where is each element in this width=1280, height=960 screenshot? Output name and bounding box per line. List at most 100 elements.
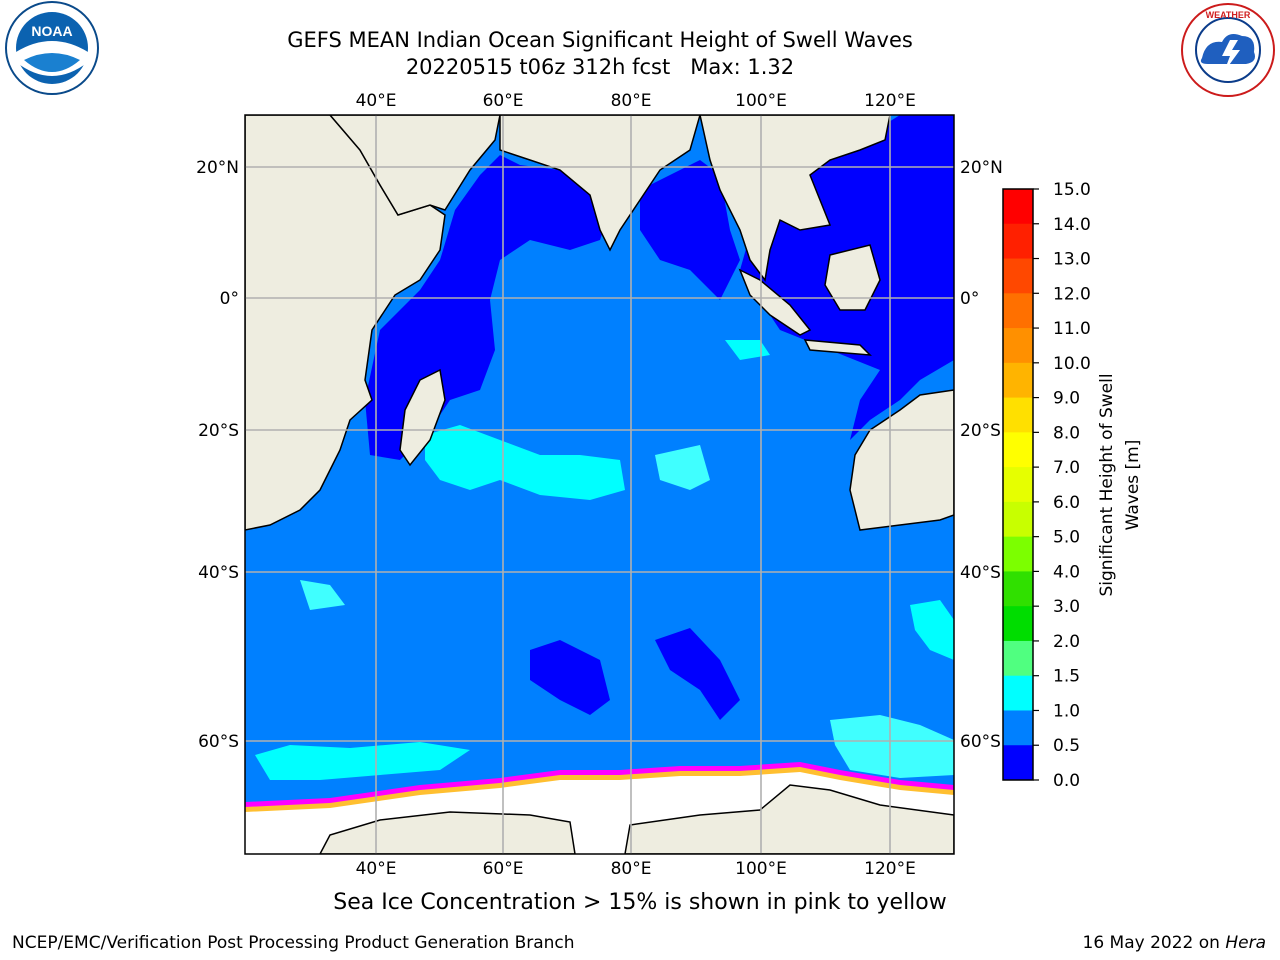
cyan-patch-mid [655,445,710,490]
southeast-asia [699,115,891,282]
colorbar-segment [1003,258,1033,294]
colorbar-tick-label: 12.0 [1053,284,1091,304]
lon-label-top: 120°E [864,91,916,111]
host-name: Hera [1225,933,1266,953]
chart-title-line1: GEFS MEAN Indian Ocean Significant Heigh… [287,28,913,52]
lat-label-left: 40°S [198,563,239,583]
colorbar-tick-label: 7.0 [1053,458,1080,478]
lat-label-right: 20°S [960,421,1001,441]
cyan-patch-central [425,425,625,500]
lon-label-top: 100°E [735,91,787,111]
run-date: 16 May 2022 on Hera [1083,933,1267,953]
cyan-patch-east [725,340,770,360]
madagascar [399,368,446,467]
colorbar-segment [1003,536,1033,572]
colorbar-segment [1003,571,1033,607]
colorbar-tick-label: 6.0 [1053,493,1080,513]
antarctica [319,811,576,854]
india [499,115,701,252]
south-patch-2 [655,628,740,720]
noaa-logo: NOAA [5,1,99,95]
grid-lines [245,115,954,854]
colorbar-tick-label: 10.0 [1053,354,1091,374]
sea-ice-note: Sea Ice Concentration > 15% is shown in … [333,890,947,915]
colorbar-tick-label: 14.0 [1053,215,1091,235]
svg-text:NOAA: NOAA [31,23,72,39]
colorbar-tick-label: 11.0 [1053,319,1091,339]
lat-labels-right: 20°N 0° 20°S 40°S 60°S [960,158,1003,752]
cyan-patch-sw [300,580,345,610]
colorbar-segment [1003,189,1033,225]
antarctica-east [624,784,954,854]
colorbar-tick-label: 1.5 [1053,667,1080,687]
colorbar-tick-label: 0.0 [1053,771,1080,791]
lon-labels-top: 40°E 60°E 80°E 100°E 120°E [356,91,916,111]
colorbar-tick-label: 4.0 [1053,562,1080,582]
borneo [824,244,881,311]
lat-label-left: 0° [220,289,239,309]
lon-label-top: 40°E [356,91,397,111]
colorbar-segment [1003,397,1033,433]
colorbar-tick-label: 5.0 [1053,528,1080,548]
cyan-patch-south-east [830,715,954,778]
lat-label-left: 20°S [198,421,239,441]
svg-text:WEATHER: WEATHER [1206,10,1251,20]
lon-label-bottom: 60°E [483,859,524,879]
colorbar-tick-label: 3.0 [1053,597,1080,617]
chart-title-line2: 20220515 t06z 312h fcst Max: 1.32 [405,55,795,79]
lon-label-top: 60°E [483,91,524,111]
colorbar-tick-label: 1.0 [1053,701,1080,721]
lon-label-bottom: 120°E [864,859,916,879]
colorbar-segment [1003,640,1033,677]
colorbar-tick-label: 15.0 [1053,180,1091,200]
colorbar-tick-label: 8.0 [1053,423,1080,443]
lat-labels-left: 20°N 0° 20°S 40°S 60°S [196,158,239,752]
lon-label-top: 80°E [611,91,652,111]
south-patch-1 [530,640,610,715]
lon-label-bottom: 100°E [735,859,787,879]
nws-logo: WEATHER [1181,3,1275,97]
lat-label-right: 20°N [960,158,1003,178]
land-masses [245,115,954,854]
australia [849,389,954,531]
colorbar-tick-label: 2.0 [1053,632,1080,652]
lat-label-left: 20°N [196,158,239,178]
bay-of-bengal-low [640,160,740,300]
cyan-swell-patches [255,340,954,780]
colorbar-label: Significant Height of Swell Waves [m] [1097,373,1143,596]
colorbar-segment [1003,362,1033,399]
colorbar-segment [1003,293,1033,329]
colorbar-tick-label: 9.0 [1053,389,1080,409]
colorbar-tick-label: 13.0 [1053,250,1091,270]
colorbar-segment [1003,606,1033,642]
cyan-patch-far-east [910,600,954,660]
lon-label-bottom: 40°E [356,859,397,879]
colorbar [1002,188,1034,781]
lon-label-bottom: 80°E [611,859,652,879]
colorbar-segment [1003,432,1033,468]
cyan-patch-south-west [255,742,470,780]
colorbar-segment [1003,328,1033,364]
map-area [245,115,954,854]
lat-label-left: 60°S [198,732,239,752]
lon-labels-bottom: 40°E 60°E 80°E 100°E 120°E [356,859,916,879]
map-frame [244,114,955,855]
colorbar-segment [1003,467,1033,503]
lat-label-right: 40°S [960,563,1001,583]
colorbar-segment [1003,745,1033,781]
colorbar-segment [1003,675,1033,711]
colorbar-segment [1003,710,1033,746]
java [803,339,872,356]
lat-label-right: 60°S [960,732,1001,752]
colorbar-frame [1002,188,1034,781]
producer-credit: NCEP/EMC/Verification Post Processing Pr… [12,933,575,953]
colorbar-segment [1003,223,1033,260]
lat-label-right: 0° [960,289,979,309]
colorbar-ticks: 15.0 14.0 13.0 12.0 11.0 10.0 9.0 8.0 7.0 6.0 5.0 4… [1033,180,1091,791]
colorbar-segment [1003,501,1033,538]
colorbar-label-line: Waves [m] [1123,440,1143,531]
colorbar-tick-label: 0.5 [1053,736,1080,756]
run-date-text: 16 May 2022 on [1082,933,1220,953]
colorbar-label-line: Significant Height of Swell [1097,373,1117,596]
